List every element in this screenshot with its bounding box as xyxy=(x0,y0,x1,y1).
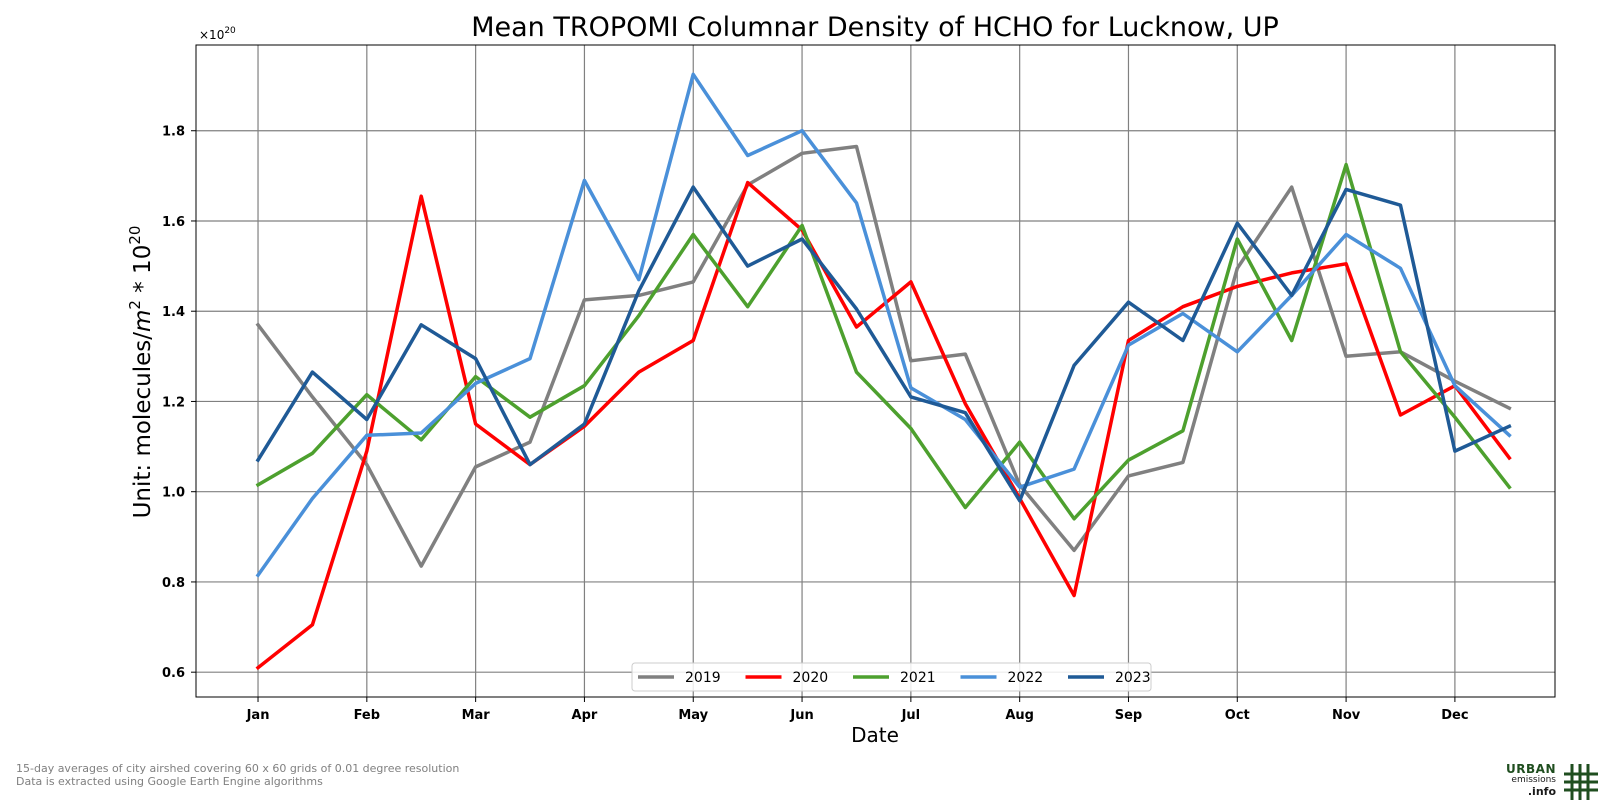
x-tick-label: Dec xyxy=(1441,708,1468,723)
x-tick-label: Feb xyxy=(354,708,380,723)
legend-label-2022: 2022 xyxy=(1008,670,1044,686)
footer-note-source: Data is extracted using Google Earth Eng… xyxy=(16,775,323,788)
series-line-2022 xyxy=(258,74,1509,575)
logo-text-emissions: emissions xyxy=(1511,775,1556,785)
legend-label-2023: 2023 xyxy=(1115,670,1151,686)
x-axis-label: Date xyxy=(851,723,899,747)
chart-title: Mean TROPOMI Columnar Density of HCHO fo… xyxy=(471,12,1279,43)
legend: 2019 2020 2021 2022 2023 xyxy=(632,663,1151,691)
urban-emissions-logo: URBAN emissions .info xyxy=(1500,762,1598,800)
logo-text-info: .info xyxy=(1528,785,1556,798)
legend-label-2020: 2020 xyxy=(793,670,829,686)
y-tick-label: 1.8 xyxy=(162,125,185,140)
y-axis-label: Unit: molecules/m2 * 1020 xyxy=(126,226,156,519)
legend-label-2019: 2019 xyxy=(685,670,721,686)
y-tick-label: 1.2 xyxy=(162,395,185,410)
x-tick-label: Jun xyxy=(789,708,813,723)
grid-logo-icon xyxy=(1562,764,1598,800)
hcho-line-chart: Mean TROPOMI Columnar Density of HCHO fo… xyxy=(0,0,1600,760)
x-tick-label: Nov xyxy=(1332,708,1361,723)
x-tick-label: Jul xyxy=(901,708,921,723)
y-tick-label: 1.4 xyxy=(162,305,185,320)
x-tick-label: Sep xyxy=(1115,708,1143,723)
plot-frame xyxy=(196,45,1555,697)
y-tick-label: 0.8 xyxy=(162,576,185,591)
legend-label-2021: 2021 xyxy=(900,670,936,686)
logo-text-urban: URBAN xyxy=(1506,762,1556,776)
y-tick-label: 1.6 xyxy=(162,215,185,230)
x-tick-label: Apr xyxy=(572,708,598,723)
footer-note-averages: 15-day averages of city airshed covering… xyxy=(16,762,459,775)
y-tick-label: 0.6 xyxy=(162,666,185,681)
series-line-2023 xyxy=(258,187,1509,501)
x-tick-label: Jan xyxy=(246,708,270,723)
y-offset-label: ×1020 xyxy=(199,26,236,42)
y-tick-label: 1.0 xyxy=(162,486,185,501)
x-tick-label: Aug xyxy=(1005,708,1034,723)
series-line-2019 xyxy=(258,147,1509,567)
x-tick-label: May xyxy=(678,708,708,723)
x-tick-label: Mar xyxy=(462,708,491,723)
x-tick-label: Oct xyxy=(1225,708,1250,723)
